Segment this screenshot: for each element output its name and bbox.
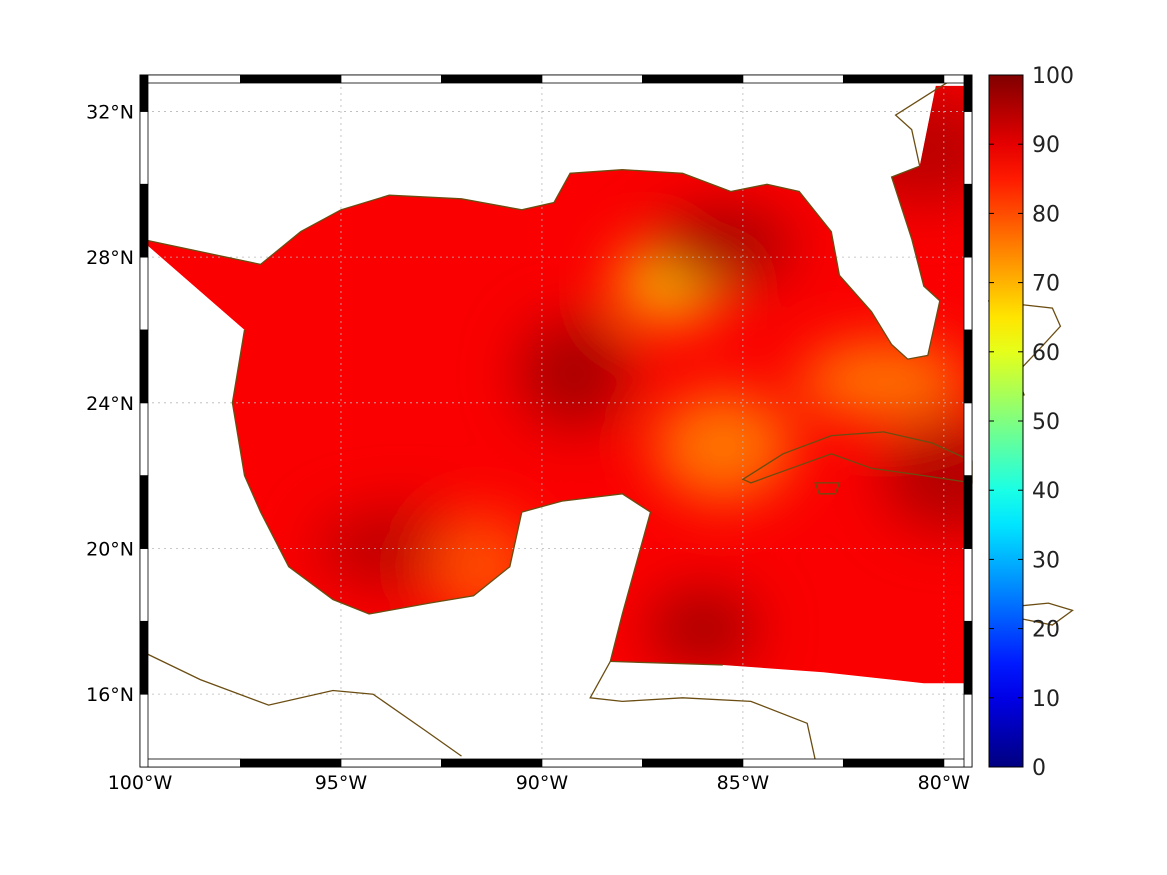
y-tick-label: 24°N bbox=[86, 393, 134, 415]
x-tick-label: 90°W bbox=[516, 772, 569, 794]
field-region bbox=[652, 391, 793, 502]
x-tick-label: 95°W bbox=[315, 772, 368, 794]
colorbar-tick-label: 100 bbox=[1032, 64, 1074, 89]
x-tick-label: 80°W bbox=[918, 772, 971, 794]
colorbar bbox=[989, 75, 1023, 767]
colorbar-tick-label: 0 bbox=[1032, 756, 1046, 781]
colorbar-tick-label: 90 bbox=[1032, 133, 1060, 158]
x-tick-label: 100°W bbox=[108, 772, 173, 794]
colorbar-tick-label: 50 bbox=[1032, 410, 1060, 435]
map-frame bbox=[139, 74, 973, 768]
field-region bbox=[881, 420, 972, 531]
y-tick-label: 16°N bbox=[86, 684, 134, 706]
y-tick-label: 28°N bbox=[86, 247, 134, 269]
colorbar-tick-label: 10 bbox=[1032, 687, 1060, 712]
colorbar-tick-label: 20 bbox=[1032, 618, 1060, 643]
colorbar-tick-label: 80 bbox=[1032, 202, 1060, 227]
colorbar-tick-label: 30 bbox=[1032, 548, 1060, 573]
x-axis-labels: 100°W 95°W 90°W 85°W 80°W bbox=[108, 772, 971, 794]
colorbar-tick-label: 40 bbox=[1032, 479, 1060, 504]
colorbar-ticks: 0 10 20 30 40 50 60 70 80 90 100 bbox=[988, 64, 1074, 781]
x-tick-label: 85°W bbox=[717, 772, 770, 794]
y-axis-labels: 16°N 20°N 24°N 28°N 32°N bbox=[86, 101, 134, 706]
field-region bbox=[519, 318, 630, 429]
y-tick-label: 20°N bbox=[86, 538, 134, 560]
field-region bbox=[798, 340, 969, 421]
colorbar-tick-label: 60 bbox=[1032, 341, 1060, 366]
field-region bbox=[652, 206, 793, 287]
colorbar-tick-label: 70 bbox=[1032, 272, 1060, 297]
y-tick-label: 32°N bbox=[86, 101, 134, 123]
field-region bbox=[647, 588, 758, 669]
